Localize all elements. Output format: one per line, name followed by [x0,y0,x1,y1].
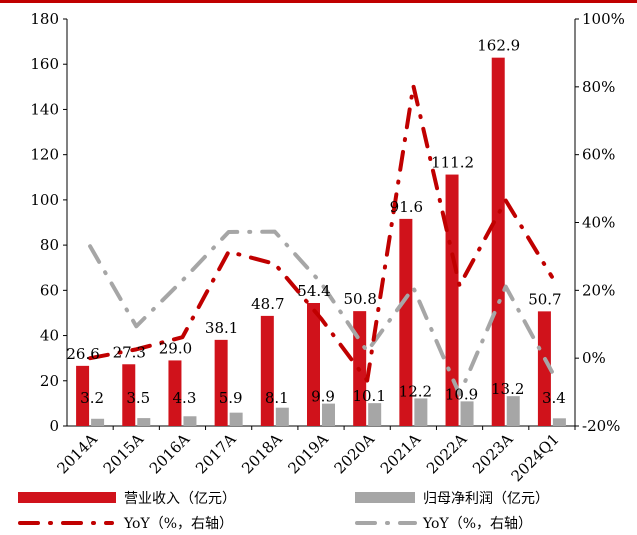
x-tick-label: 2024Q1 [508,430,563,485]
right-tick-label: 40% [582,214,615,232]
profit-bar [275,407,289,426]
revenue-bar [260,315,274,426]
profit-data-label: 3.2 [80,389,104,407]
profit-data-label: 10.1 [352,387,385,405]
left-tick-label: 80 [40,236,59,254]
left-tick-label: 120 [30,146,59,164]
legend-revenue-swatch [18,492,116,503]
revenue-data-label: 26.6 [66,345,99,363]
legend-profit-swatch [355,492,415,503]
profit-bar [91,418,105,426]
revenue-bar [445,174,459,426]
revenue-bar [214,339,228,426]
profit-data-label: 4.3 [173,389,197,407]
x-tick-label: 2016A [146,430,193,477]
legend-profit-label: 归母净利润（亿元） [423,490,549,507]
revenue-data-label: 29.0 [159,339,192,357]
profit-data-label: 3.5 [126,389,150,407]
revenue-bar [76,365,90,426]
profit-bar [368,403,382,426]
revenue-data-label: 91.6 [390,198,423,216]
legend-revenue-label: 营业收入（亿元） [124,491,236,507]
right-tick-label: 0% [582,349,606,367]
x-tick-label: 2019A [284,430,331,477]
left-tick-label: 160 [30,55,59,73]
profit-data-label: 3.4 [542,389,566,407]
legend-revenue-yoy-label: YoY（%，右轴） [123,516,233,532]
profit-data-label: 5.9 [219,389,243,407]
revenue-data-label: 162.9 [477,37,520,55]
revenue-data-label: 50.7 [528,290,561,308]
left-tick-label: 0 [49,417,59,435]
left-tick-label: 140 [30,100,59,118]
revenue-data-label: 54.4 [297,282,330,300]
revenue-data-label: 48.7 [251,295,284,313]
x-tick-label: 2018A [238,430,285,477]
revenue-bar [491,57,505,426]
revenue-data-label: 38.1 [205,319,238,337]
x-tick-label: 2022A [423,430,470,477]
right-tick-label: 80% [582,78,615,96]
revenue-data-label: 50.8 [343,290,376,308]
profit-bar [137,418,151,426]
revenue-bar [537,311,551,426]
left-tick-label: 20 [40,372,59,390]
right-tick-label: 100% [582,10,625,28]
profit-data-label: 13.2 [491,380,524,398]
profit-yoy-line [88,229,554,397]
x-tick-label: 2017A [192,430,239,477]
right-tick-label: 20% [582,281,615,299]
revenue-yoy-line [88,83,554,383]
profit-data-label: 12.2 [399,382,432,400]
profit-bar [229,412,243,426]
top-rule [0,0,637,3]
profit-bar [414,398,428,426]
revenue-data-label: 111.2 [431,154,474,172]
left-tick-label: 40 [40,327,59,345]
revenue-bar [122,364,136,426]
profit-bar [460,401,474,426]
profit-data-label: 10.9 [445,385,478,403]
x-tick-label: 2014A [54,430,101,477]
left-tick-label: 180 [30,10,59,28]
profit-bar [506,396,520,426]
profit-bar [183,416,197,426]
revenue-bar [168,360,182,426]
x-tick-label: 2020A [331,430,378,477]
revenue-bar [307,302,320,426]
x-tick-label: 2021A [377,430,424,477]
profit-bar [322,403,335,426]
profit-bar [552,418,566,426]
right-tick-label: -20% [582,417,620,435]
profit-data-label: 9.9 [311,388,335,406]
revenue-bar [399,218,413,426]
revenue-data-label: 27.3 [113,343,146,361]
profit-data-label: 8.1 [265,389,289,407]
legend-profit-yoy-label: YoY（%，右轴） [422,516,532,532]
left-tick-label: 60 [40,281,59,299]
right-tick-label: 60% [582,146,615,164]
left-tick-label: 100 [30,191,59,209]
x-tick-label: 2015A [100,430,147,477]
